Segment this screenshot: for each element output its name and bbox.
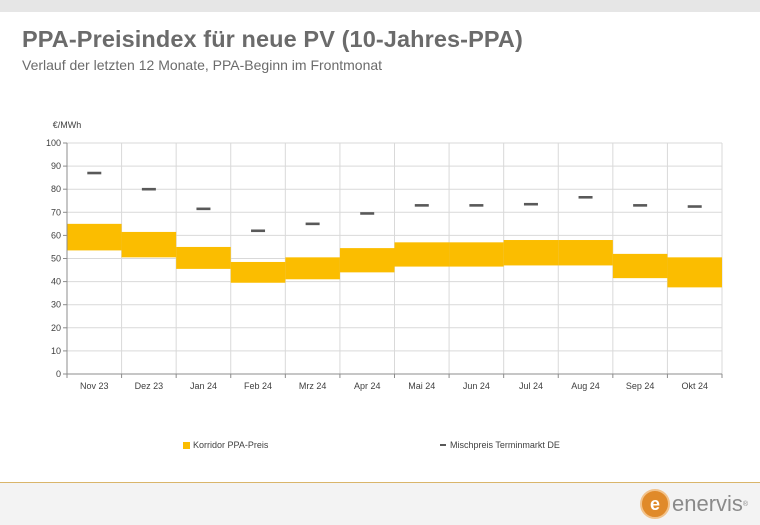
x-tick-label: Jun 24: [463, 381, 490, 391]
logo-mark: e: [640, 489, 670, 519]
corridor-bar: [121, 231, 177, 258]
footer-band: [0, 483, 760, 525]
ppa-chart: €/MWh 0 10 20 30 40 50 60 70 80 90 100 Nov 23 Dez 2…: [46, 120, 723, 391]
footer-divider: [0, 482, 760, 483]
x-tick-label: Mai 24: [408, 381, 435, 391]
legend-swatch-marker: [440, 444, 446, 446]
corridor-bar: [449, 242, 504, 267]
x-tick-labels: Nov 23 Dez 23 Jan 24 Feb 24 Mrz 24 Apr 24 Mai …: [80, 381, 708, 391]
logo-registered: ®: [742, 500, 749, 508]
legend-item-corridor: Korridor PPA-Preis: [183, 440, 268, 450]
legend-label-corridor: Korridor PPA-Preis: [193, 440, 269, 450]
marker-series: [87, 171, 702, 233]
y-tick-label: 0: [56, 369, 61, 379]
x-tick-label: Mrz 24: [299, 381, 327, 391]
x-tick-label: Jan 24: [190, 381, 217, 391]
corridor-bar: [339, 248, 395, 273]
y-tick-label: 60: [51, 230, 61, 240]
x-tick-label: Aug 24: [571, 381, 600, 391]
y-tick-label: 20: [51, 323, 61, 333]
corridor-series: [67, 223, 722, 288]
corridor-bar: [176, 246, 231, 269]
y-tick-labels: 0 10 20 30 40 50 60 70 80 90 100: [46, 138, 61, 379]
axes: [63, 142, 723, 378]
legend-swatch-corridor: [183, 441, 190, 449]
x-tick-label: Nov 23: [80, 381, 109, 391]
y-tick-label: 10: [51, 346, 61, 356]
x-tick-label: Apr 24: [354, 381, 381, 391]
y-tick-label: 90: [51, 161, 61, 171]
corridor-bar: [285, 257, 340, 280]
corridor-bar: [503, 240, 559, 266]
y-tick-label: 40: [51, 277, 61, 287]
x-tick-label: Okt 24: [681, 381, 708, 391]
x-tick-label: Dez 23: [135, 381, 164, 391]
legend-item-marker: Mischpreis Terminmarkt DE: [440, 440, 560, 450]
legend-label-marker: Mischpreis Terminmarkt DE: [450, 440, 560, 450]
y-tick-label: 50: [51, 254, 61, 264]
x-tick-label: Sep 24: [626, 381, 655, 391]
y-tick-label: 100: [46, 138, 61, 148]
y-tick-label: 70: [51, 207, 61, 217]
x-tick-label: Feb 24: [244, 381, 272, 391]
y-tick-label: 80: [51, 184, 61, 194]
corridor-bar: [558, 240, 613, 266]
logo-wordmark: enervis: [672, 491, 743, 516]
enervis-logo: e enervis ®: [640, 489, 748, 519]
y-tick-label: 30: [51, 300, 61, 310]
corridor-bar: [230, 261, 286, 283]
y-axis-label: €/MWh: [53, 120, 82, 130]
top-band: [0, 0, 760, 12]
chart-title: PPA-Preisindex für neue PV (10-Jahres-PP…: [22, 26, 523, 52]
corridor-bar: [67, 223, 122, 251]
corridor-bar: [394, 242, 450, 267]
corridor-bar: [667, 257, 722, 288]
chart-subtitle: Verlauf der letzten 12 Monate, PPA-Begin…: [22, 57, 383, 73]
x-tick-label: Jul 24: [519, 381, 543, 391]
corridor-bar: [612, 253, 668, 279]
